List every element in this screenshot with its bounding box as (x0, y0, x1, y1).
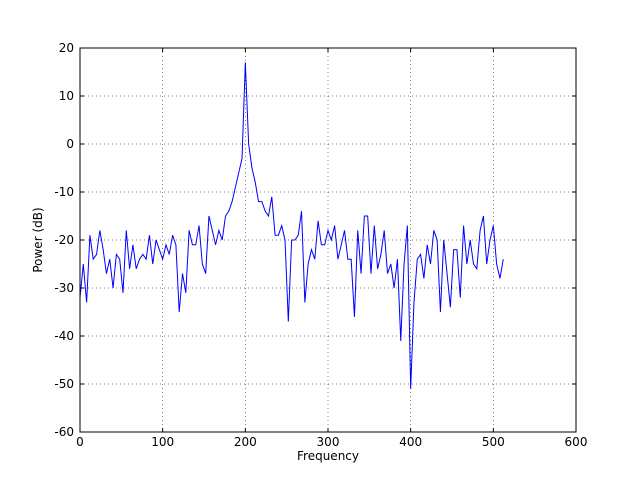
y-tick-label: -20 (54, 233, 74, 247)
y-tick-label: 0 (66, 137, 74, 151)
y-tick-label: -10 (54, 185, 74, 199)
y-tick-label: -60 (54, 425, 74, 439)
x-tick-label: 300 (317, 435, 340, 449)
y-tick-label: 20 (59, 41, 74, 55)
y-tick-label: -50 (54, 377, 74, 391)
plot-frame (79, 47, 577, 433)
y-tick-label: 10 (59, 89, 74, 103)
y-tick-label: -30 (54, 281, 74, 295)
x-tick-label: 100 (151, 435, 174, 449)
x-axis-label: Frequency (297, 449, 359, 463)
x-tick-label: 200 (234, 435, 257, 449)
x-tick-label: 0 (76, 435, 84, 449)
x-tick-label: 600 (565, 435, 588, 449)
y-tick-label: -40 (54, 329, 74, 343)
data-line (79, 62, 504, 389)
x-tick-label: 400 (399, 435, 422, 449)
x-tick-label: 500 (482, 435, 505, 449)
y-axis-label: Power (dB) (31, 207, 45, 272)
